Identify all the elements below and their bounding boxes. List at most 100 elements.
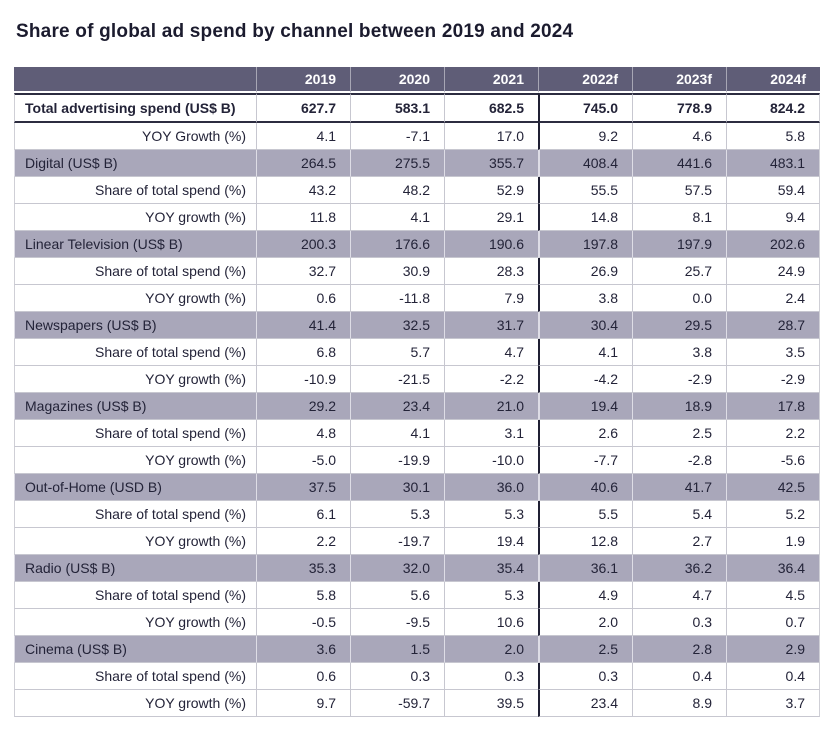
cell-value: -2.9: [632, 366, 726, 393]
year-column-header: 2023f: [632, 67, 726, 93]
year-column-header: 2021: [444, 67, 538, 93]
cell-value: 5.3: [444, 582, 538, 609]
page: Share of global ad spend by channel betw…: [14, 21, 820, 717]
cell-value: 41.7: [632, 474, 726, 501]
cell-value: 197.9: [632, 231, 726, 258]
cell-value: 30.9: [350, 258, 444, 285]
cell-value: 2.2: [726, 420, 820, 447]
cell-value: -19.9: [350, 447, 444, 474]
table-header-row: 2019 2020 2021 2022f 2023f 2024f: [14, 67, 820, 93]
table-row: YOY growth (%) 2.2 -19.7 19.4 12.8 2.7 1.9: [14, 528, 820, 555]
cell-value: 824.2: [726, 93, 820, 123]
cell-value: 5.4: [632, 501, 726, 528]
row-label: Share of total spend (%): [14, 258, 256, 285]
cell-value: -11.8: [350, 285, 444, 312]
year-column-header: 2024f: [726, 67, 820, 93]
table-row: YOY growth (%) 11.8 4.1 29.1 14.8 8.1 9.4: [14, 204, 820, 231]
cell-value: 31.7: [444, 312, 538, 339]
cell-value: 4.6: [632, 123, 726, 150]
cell-value: 28.7: [726, 312, 820, 339]
row-label: Linear Television (US$ B): [14, 231, 256, 258]
cell-value: 682.5: [444, 93, 538, 123]
table-row: Out-of-Home (USD B) 37.5 30.1 36.0 40.6 41.7 4…: [14, 474, 820, 501]
cell-value: 57.5: [632, 177, 726, 204]
row-label: Share of total spend (%): [14, 582, 256, 609]
cell-value: 2.5: [632, 420, 726, 447]
cell-value: 7.9: [444, 285, 538, 312]
row-label: Out-of-Home (USD B): [14, 474, 256, 501]
cell-value: 42.5: [726, 474, 820, 501]
cell-value: 35.3: [256, 555, 350, 582]
cell-value: -21.5: [350, 366, 444, 393]
cell-value: 5.5: [538, 501, 632, 528]
row-label: Radio (US$ B): [14, 555, 256, 582]
cell-value: -10.9: [256, 366, 350, 393]
cell-value: 4.1: [350, 204, 444, 231]
cell-value: 17.8: [726, 393, 820, 420]
table-body: Total advertising spend (US$ B) 627.7 583.…: [14, 93, 820, 717]
cell-value: 5.2: [726, 501, 820, 528]
cell-value: 5.3: [350, 501, 444, 528]
cell-value: -0.5: [256, 609, 350, 636]
cell-value: 4.1: [538, 339, 632, 366]
cell-value: -7.7: [538, 447, 632, 474]
cell-value: 6.1: [256, 501, 350, 528]
cell-value: 8.9: [632, 690, 726, 717]
cell-value: 483.1: [726, 150, 820, 177]
row-label: YOY growth (%): [14, 366, 256, 393]
cell-value: 4.8: [256, 420, 350, 447]
cell-value: 23.4: [350, 393, 444, 420]
cell-value: 2.2: [256, 528, 350, 555]
table-row: Share of total spend (%) 6.1 5.3 5.3 5.5 5.4 5…: [14, 501, 820, 528]
row-label: YOY growth (%): [14, 204, 256, 231]
cell-value: 55.5: [538, 177, 632, 204]
cell-value: 1.5: [350, 636, 444, 663]
table-row: Linear Television (US$ B) 200.3 176.6 190.6…: [14, 231, 820, 258]
cell-value: 52.9: [444, 177, 538, 204]
cell-value: 5.8: [256, 582, 350, 609]
cell-value: 0.3: [444, 663, 538, 690]
cell-value: 32.7: [256, 258, 350, 285]
cell-value: 48.2: [350, 177, 444, 204]
cell-value: 29.2: [256, 393, 350, 420]
cell-value: 12.8: [538, 528, 632, 555]
row-label: Cinema (US$ B): [14, 636, 256, 663]
cell-value: 9.2: [538, 123, 632, 150]
cell-value: 19.4: [538, 393, 632, 420]
cell-value: 36.0: [444, 474, 538, 501]
row-label: YOY Growth (%): [14, 123, 256, 150]
cell-value: 18.9: [632, 393, 726, 420]
cell-value: -9.5: [350, 609, 444, 636]
cell-value: 23.4: [538, 690, 632, 717]
cell-value: 0.6: [256, 663, 350, 690]
cell-value: 29.1: [444, 204, 538, 231]
cell-value: 2.5: [538, 636, 632, 663]
cell-value: -59.7: [350, 690, 444, 717]
row-label: Newspapers (US$ B): [14, 312, 256, 339]
cell-value: 3.1: [444, 420, 538, 447]
cell-value: 190.6: [444, 231, 538, 258]
cell-value: -19.7: [350, 528, 444, 555]
cell-value: 5.3: [444, 501, 538, 528]
cell-value: 25.7: [632, 258, 726, 285]
cell-value: -5.6: [726, 447, 820, 474]
table-row: Share of total spend (%) 5.8 5.6 5.3 4.9 4.7 4…: [14, 582, 820, 609]
cell-value: 264.5: [256, 150, 350, 177]
cell-value: 1.9: [726, 528, 820, 555]
table-row: YOY growth (%) 0.6 -11.8 7.9 3.8 0.0 2.4: [14, 285, 820, 312]
row-label: Magazines (US$ B): [14, 393, 256, 420]
cell-value: -2.2: [444, 366, 538, 393]
cell-value: -7.1: [350, 123, 444, 150]
cell-value: 5.6: [350, 582, 444, 609]
cell-value: 275.5: [350, 150, 444, 177]
cell-value: -10.0: [444, 447, 538, 474]
year-column-header: 2019: [256, 67, 350, 93]
cell-value: -5.0: [256, 447, 350, 474]
table-row: Share of total spend (%) 4.8 4.1 3.1 2.6 2.5 2…: [14, 420, 820, 447]
table-row: YOY growth (%) -0.5 -9.5 10.6 2.0 0.3 0.7: [14, 609, 820, 636]
row-label: Share of total spend (%): [14, 663, 256, 690]
cell-value: 4.5: [726, 582, 820, 609]
cell-value: 29.5: [632, 312, 726, 339]
cell-value: 37.5: [256, 474, 350, 501]
table-row: Cinema (US$ B) 3.6 1.5 2.0 2.5 2.8 2.9: [14, 636, 820, 663]
